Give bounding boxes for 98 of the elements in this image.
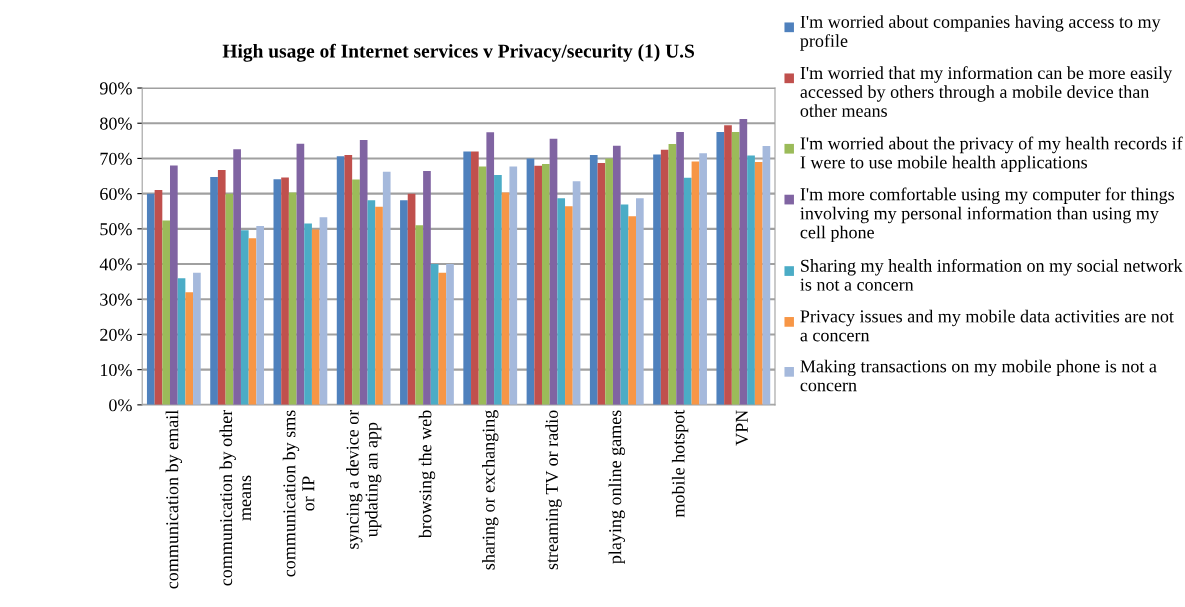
- y-tick-label: 80%: [100, 117, 132, 130]
- bar: [185, 292, 194, 405]
- bar: [699, 153, 707, 405]
- bar: [501, 192, 510, 405]
- x-tick-label: VPN: [735, 410, 748, 446]
- bar: [526, 158, 535, 405]
- bar: [597, 163, 606, 405]
- bar: [352, 179, 360, 405]
- bar: [359, 140, 368, 405]
- bar: [754, 161, 763, 405]
- y-tick-label: 20%: [100, 328, 132, 341]
- bar: [636, 198, 644, 405]
- y-tick-label: 70%: [100, 152, 132, 165]
- bar: [565, 206, 573, 405]
- bar: [193, 272, 201, 405]
- bar: [256, 226, 265, 405]
- bar: [344, 154, 353, 405]
- bar: [676, 132, 684, 405]
- bar: [589, 154, 598, 405]
- bar: [304, 223, 312, 405]
- bar: [653, 154, 661, 405]
- bar: [668, 143, 677, 405]
- bar: [375, 206, 383, 405]
- bar: [628, 216, 636, 405]
- bar: [296, 143, 305, 405]
- bar: [248, 238, 257, 405]
- bar: [170, 165, 178, 405]
- y-tick-label: 30%: [100, 293, 132, 306]
- chart-title: High usage of Internet services v Privacy/security (1) U.S: [222, 43, 695, 62]
- bar: [683, 177, 692, 405]
- x-tick-label: syncing a device or updating an app: [346, 409, 382, 549]
- bar: [233, 149, 241, 405]
- legend-label: I'm worried about companies having access to my profile: [800, 15, 1161, 51]
- bar: [319, 217, 328, 405]
- bar: [210, 177, 218, 405]
- bar: [494, 174, 502, 405]
- bar: [273, 179, 282, 405]
- bar: [762, 146, 771, 405]
- bar: [612, 145, 621, 405]
- legend-label: I'm more comfortable using my computer for things involving my personal information than using my cell phone: [800, 187, 1175, 243]
- bar: [605, 158, 613, 405]
- y-tick-label: 0%: [109, 399, 132, 412]
- bar: [423, 171, 431, 405]
- x-tick-label: sharing or exchanging: [482, 410, 499, 570]
- bar: [486, 132, 495, 405]
- x-tick-label: playing online games: [608, 410, 625, 564]
- legend-label: Making transactions on my mobile phone is not a concern: [800, 359, 1157, 392]
- bar: [471, 151, 479, 405]
- y-tick-label: 40%: [99, 258, 132, 271]
- bar: [240, 230, 249, 405]
- bar: [415, 225, 424, 405]
- bar: [281, 177, 289, 405]
- bar: [549, 138, 558, 405]
- legend-label: I'm worried about the privacy of my health records if I were to use mobile health applications: [800, 136, 1183, 173]
- bar: [620, 204, 629, 405]
- bar: [430, 264, 439, 405]
- bar: [747, 155, 755, 405]
- y-tick-label: 60%: [100, 187, 132, 201]
- bar: [288, 192, 297, 405]
- bar: [177, 278, 186, 405]
- bar: [367, 200, 376, 405]
- x-tick-label: communication by sms or IP: [282, 410, 315, 577]
- bar: [154, 190, 163, 405]
- bar: [716, 132, 725, 405]
- bar: [731, 132, 740, 405]
- bar: [660, 149, 669, 405]
- bar: [478, 166, 487, 405]
- x-tick-label: communication by other means: [219, 409, 252, 586]
- legend-label: Sharing my health information on my social network is not a concern: [800, 258, 1183, 291]
- y-tick-label: 10%: [100, 363, 132, 377]
- x-tick-label: browsing the web: [418, 410, 436, 539]
- bar: [541, 164, 550, 405]
- bar: [509, 166, 518, 405]
- x-tick-label: mobile hotspot: [671, 409, 689, 518]
- bar: [162, 220, 170, 405]
- y-tick-label: 50%: [100, 223, 132, 236]
- legend-label: Privacy issues and my mobile data activities are not a concern: [800, 309, 1174, 342]
- x-tick-label: communication by email: [165, 410, 183, 589]
- bar: [146, 193, 155, 405]
- bar: [382, 171, 391, 405]
- bar: [446, 264, 454, 405]
- x-tick-label: streaming TV or radio: [545, 410, 562, 570]
- bar: [311, 229, 320, 405]
- bar: [724, 125, 732, 405]
- bar: [438, 272, 447, 405]
- bar: [217, 170, 226, 405]
- bar: [557, 198, 566, 405]
- bar: [739, 119, 748, 405]
- bar: [336, 156, 345, 405]
- bar: [225, 193, 234, 405]
- y-tick-label: 90%: [99, 82, 132, 95]
- bar: [534, 165, 542, 405]
- bar: [400, 200, 408, 405]
- bar: [691, 161, 700, 405]
- bar: [572, 181, 581, 405]
- bar: [463, 151, 472, 405]
- bar: [407, 193, 416, 405]
- legend-label: I'm worried that my information can be more easily accessed by others through a mobile device than other means: [800, 66, 1173, 117]
